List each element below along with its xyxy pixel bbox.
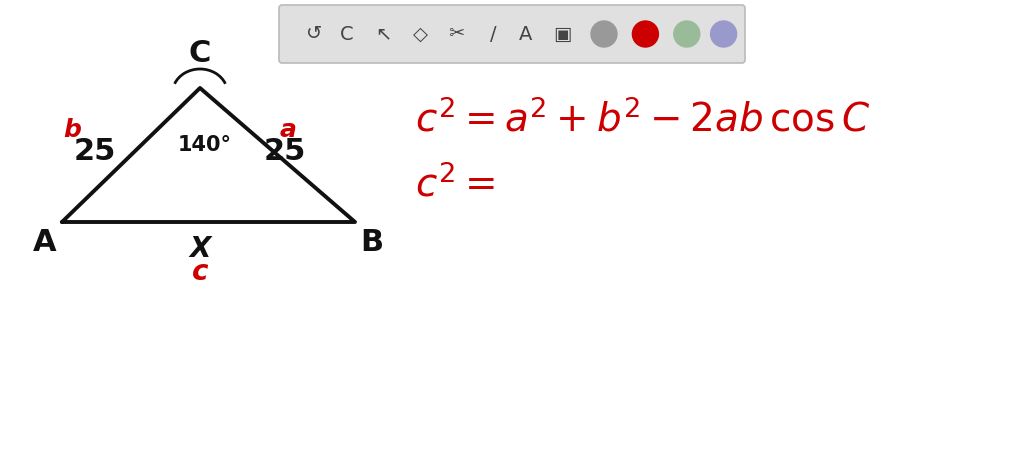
Text: c: c <box>191 258 208 286</box>
Circle shape <box>591 21 617 47</box>
Text: b: b <box>63 118 81 142</box>
Text: B: B <box>360 228 383 257</box>
Text: C: C <box>188 39 211 68</box>
Circle shape <box>633 21 658 47</box>
Text: a: a <box>280 118 296 142</box>
Text: /: / <box>490 25 497 43</box>
FancyBboxPatch shape <box>279 5 745 63</box>
Text: A: A <box>33 228 56 257</box>
Text: $c^2 = a^2 + b^2 - 2ab\,\cos C$: $c^2 = a^2 + b^2 - 2ab\,\cos C$ <box>415 100 870 140</box>
Text: 140°: 140° <box>178 135 232 155</box>
Text: 25: 25 <box>74 137 116 167</box>
Text: $c^2 =$: $c^2 =$ <box>415 165 495 205</box>
Circle shape <box>711 21 736 47</box>
Text: ◇: ◇ <box>413 25 427 43</box>
Text: ▣: ▣ <box>553 25 571 43</box>
Text: ↖: ↖ <box>375 25 391 43</box>
Text: C: C <box>340 25 353 43</box>
Text: ↺: ↺ <box>306 25 323 43</box>
Circle shape <box>674 21 699 47</box>
Text: ✂: ✂ <box>449 25 465 43</box>
Text: X: X <box>189 235 211 263</box>
Text: A: A <box>519 25 532 43</box>
Text: 25: 25 <box>264 137 306 167</box>
